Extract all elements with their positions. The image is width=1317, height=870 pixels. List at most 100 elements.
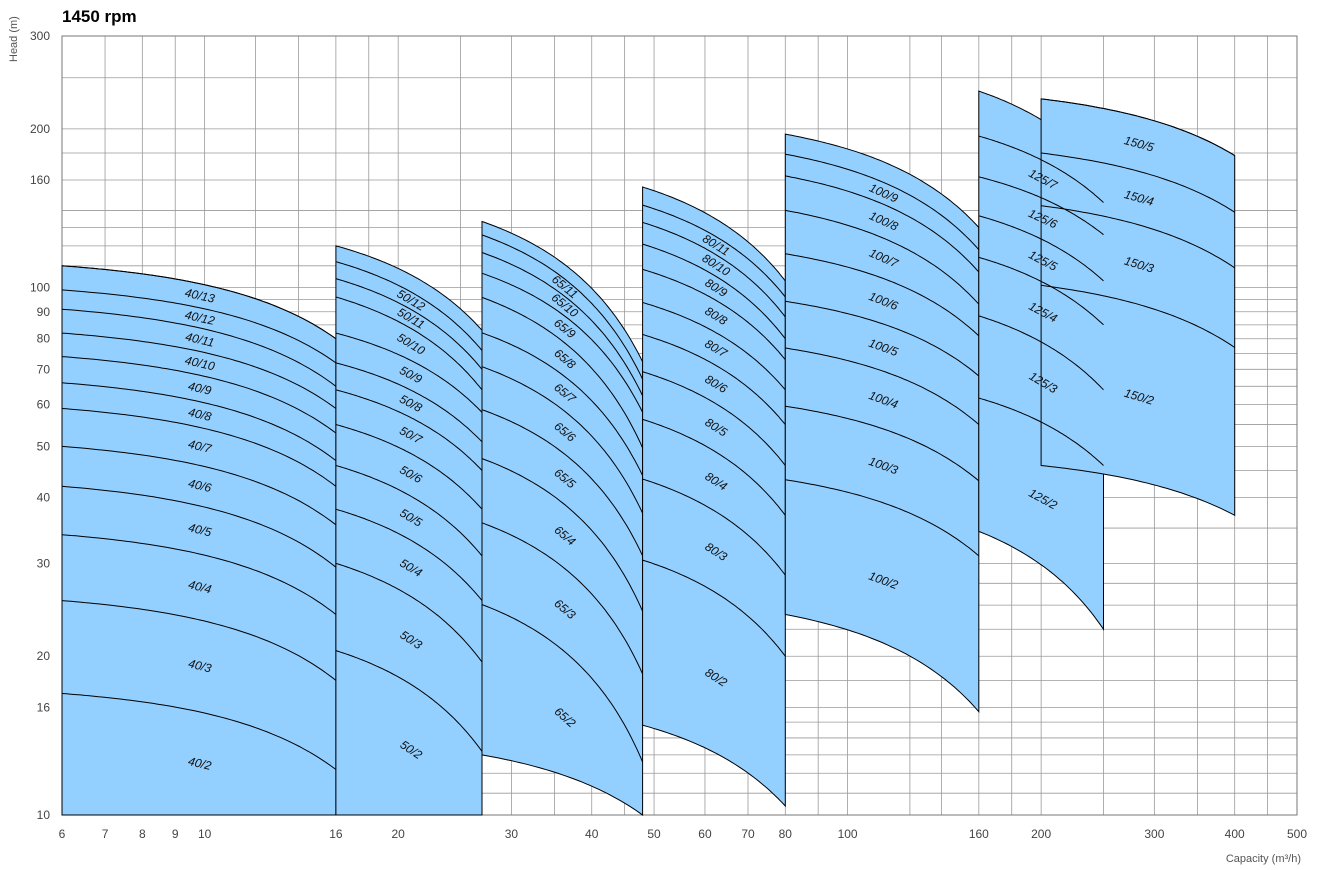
pump-curve <box>335 278 483 370</box>
pump-curve <box>642 418 786 516</box>
y-tick-label: 16 <box>37 700 51 714</box>
pump-curve <box>481 252 644 397</box>
pump-curve <box>335 332 483 413</box>
x-tick-label: 6 <box>59 827 66 841</box>
pump-curve <box>642 204 786 298</box>
x-tick-label: 10 <box>198 827 212 841</box>
pump-curve <box>642 302 786 391</box>
x-tick-label: 80 <box>779 827 793 841</box>
pump-curve <box>785 347 980 425</box>
x-tick-label: 70 <box>741 827 755 841</box>
pump-curve <box>335 650 483 752</box>
pump-curve <box>335 261 483 351</box>
axis-ticks: 6 7 8 9 10 16 20 30 40 50 60 70 80 100 160 200 300 400 500… <box>30 29 1307 841</box>
pump-curve <box>481 234 644 380</box>
x-tick-label: 60 <box>698 827 712 841</box>
pump-curve <box>481 458 644 612</box>
pump-curve <box>785 253 980 337</box>
curve-label: 40/8 <box>187 405 213 424</box>
pump-curve <box>642 243 786 340</box>
curve-label: 40/4 <box>187 577 213 596</box>
pump-curve <box>642 268 786 361</box>
pump-curve <box>61 289 337 364</box>
x-tick-label: 100 <box>838 827 858 841</box>
pump-curve <box>335 424 483 510</box>
y-tick-label: 40 <box>37 490 51 504</box>
pump-curve <box>785 209 980 305</box>
pump-curve <box>61 445 337 526</box>
y-axis-label: Head (m) <box>8 16 20 62</box>
pump-curve <box>642 478 786 576</box>
pump-curve <box>335 296 483 391</box>
pump-curve <box>978 176 1104 236</box>
x-tick-label: 7 <box>102 827 109 841</box>
y-tick-label: 60 <box>37 398 51 412</box>
pump-curve <box>785 405 980 482</box>
pump-curve <box>335 389 483 471</box>
y-tick-label: 30 <box>37 556 51 570</box>
y-tick-label: 50 <box>37 439 51 453</box>
pump-curve <box>61 308 337 387</box>
x-tick-label: 200 <box>1031 827 1051 841</box>
pump-curve <box>642 371 786 466</box>
pump-curve <box>785 175 980 273</box>
pump-curve <box>785 300 980 377</box>
pump-curve <box>61 693 337 770</box>
pump-curve <box>481 409 644 557</box>
x-tick-label: 500 <box>1287 827 1307 841</box>
pump-curve <box>61 356 337 434</box>
curve-label: 40/12 <box>184 308 217 328</box>
pump-curves <box>61 98 1235 770</box>
pump-curve <box>481 366 644 514</box>
x-tick-label: 30 <box>505 827 519 841</box>
pump-curve <box>481 332 644 476</box>
chart-title: 1450 rpm <box>62 7 137 26</box>
pump-region <box>1040 98 1236 517</box>
pump-curve <box>785 479 980 557</box>
pump-curve <box>978 135 1104 203</box>
curve-label: 40/6 <box>187 476 213 495</box>
pump-curve <box>785 153 980 251</box>
y-tick-label: 10 <box>37 808 51 822</box>
pump-curve <box>978 215 1104 282</box>
pump-curve <box>61 600 337 681</box>
pump-curve <box>335 362 483 443</box>
pump-curve <box>978 256 1104 326</box>
pump-curve <box>335 465 483 557</box>
pump-curve <box>61 408 337 487</box>
curve-label: 40/7 <box>187 437 214 456</box>
x-tick-label: 400 <box>1225 827 1245 841</box>
x-axis-label: Capacity (m³/h) <box>1226 853 1301 865</box>
curve-label: 40/3 <box>187 656 213 675</box>
x-tick-label: 9 <box>172 827 179 841</box>
curve-label: 40/11 <box>184 330 216 350</box>
pump-curve <box>61 332 337 409</box>
pump-region <box>784 133 980 714</box>
y-tick-label: 300 <box>30 29 50 43</box>
x-tick-label: 160 <box>969 827 989 841</box>
pump-curve <box>1041 98 1235 157</box>
y-tick-label: 90 <box>37 305 51 319</box>
pump-curve <box>1041 205 1235 269</box>
pump-curve <box>642 221 786 318</box>
curve-label: 40/10 <box>184 353 217 373</box>
pump-curve <box>481 272 644 413</box>
pump-curve <box>481 604 644 763</box>
pump-curve <box>335 508 483 601</box>
pump-curve <box>61 382 337 461</box>
pump-curve <box>335 562 483 663</box>
pump-region <box>335 245 483 816</box>
pump-curve <box>61 265 337 340</box>
pump-curve <box>642 559 786 657</box>
pump-curve <box>642 334 786 425</box>
y-tick-label: 160 <box>30 173 50 187</box>
y-tick-label: 70 <box>37 362 51 376</box>
y-tick-label: 20 <box>37 649 51 663</box>
y-tick-label: 200 <box>30 122 50 136</box>
y-tick-label: 80 <box>37 332 51 346</box>
x-tick-label: 40 <box>585 827 599 841</box>
pump-region <box>481 220 644 816</box>
pump-curve <box>61 534 337 615</box>
pump-curve <box>481 522 644 675</box>
